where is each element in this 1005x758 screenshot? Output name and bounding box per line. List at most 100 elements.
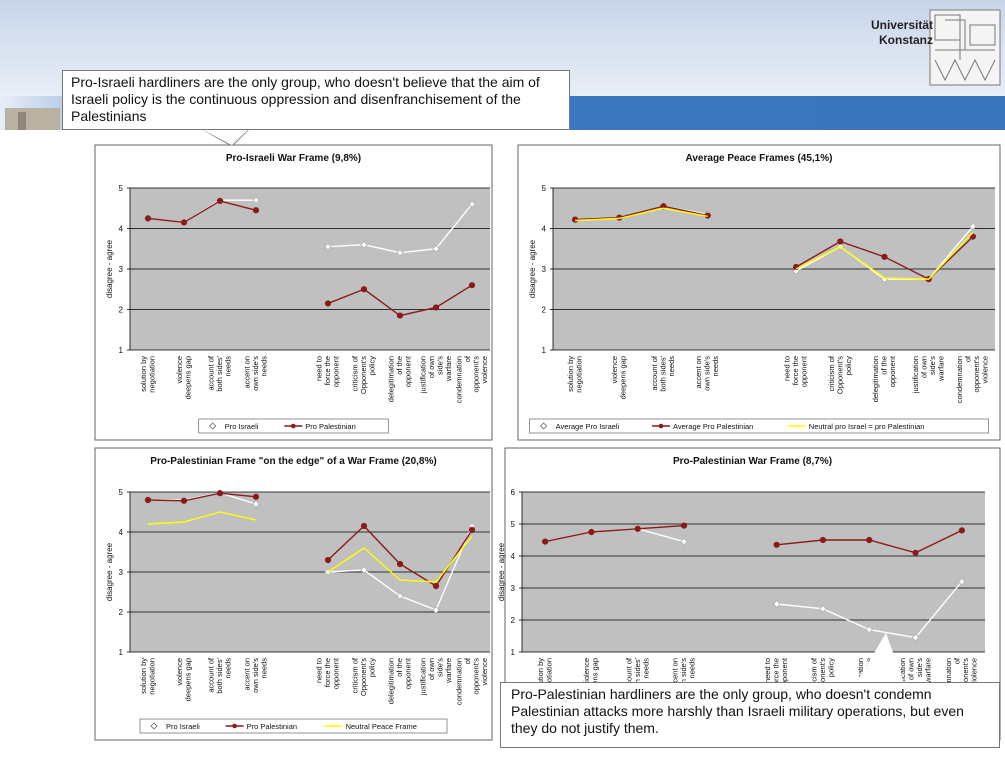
data-point — [396, 312, 404, 319]
x-tick-label: accent onown side'sneeds — [243, 356, 269, 391]
legend-swatch — [540, 422, 548, 430]
x-tick-label: account ofboth sides'needs — [207, 657, 233, 694]
x-tick-label: justificationof ownside'swarfare — [911, 356, 946, 394]
data-point — [542, 538, 549, 545]
x-tick-label: solution bynegotiation — [536, 658, 554, 695]
y-tick-label: 5 — [511, 520, 516, 529]
data-point — [912, 549, 919, 556]
data-point — [680, 522, 688, 529]
legend-swatch — [658, 423, 664, 429]
data-point — [396, 249, 404, 257]
y-tick-label: 3 — [542, 265, 547, 274]
x-tick-label: delegitimationof theopponent — [387, 657, 413, 704]
data-point — [396, 560, 404, 568]
data-point — [252, 500, 260, 508]
y-tick-label: 3 — [119, 568, 124, 577]
data-point — [969, 222, 977, 231]
legend-label: Pro Israeli — [225, 422, 259, 431]
legend-label: Pro Palestinian — [305, 422, 355, 431]
data-point — [634, 525, 641, 532]
chart-title: Average Peace Frames (45,1%) — [686, 153, 833, 164]
x-tick-label: need toforce theopponent — [315, 657, 341, 689]
x-tick-label: violencedeepens gap — [175, 658, 193, 701]
x-tick-label: delegitimationof theopponent — [387, 355, 413, 402]
x-tick-label: solution bynegotiation — [566, 356, 584, 393]
x-tick-label: accent onown side'sneeds — [243, 658, 269, 693]
plot-area — [522, 492, 985, 652]
y-tick-label: 4 — [119, 225, 124, 234]
y-axis-label: disagree - agree — [528, 239, 537, 298]
x-tick-label: accent onown side'sneeds — [671, 658, 697, 693]
data-point — [252, 207, 260, 214]
logo — [929, 9, 1001, 86]
y-tick-label: 2 — [119, 608, 124, 617]
y-tick-label: 4 — [119, 528, 124, 537]
university-name: Universität Konstanz — [871, 18, 933, 48]
y-tick-label: 5 — [542, 184, 547, 193]
data-point — [432, 582, 440, 590]
university-line: Konstanz — [879, 33, 933, 47]
x-tick-label: condemnationofopponent'sviolence — [454, 657, 489, 705]
data-point — [837, 238, 844, 245]
legend-swatch — [232, 723, 237, 729]
data-point — [360, 566, 368, 574]
header-photo-detail — [18, 112, 26, 130]
data-point — [680, 537, 688, 546]
header-photo — [5, 108, 60, 130]
chart-title: Pro-Palestinian Frame "on the edge" of a… — [150, 456, 436, 467]
x-tick-label: justificationof ownside'swarfare — [418, 356, 453, 394]
legend-label: Pro Palestinian — [247, 722, 297, 731]
x-tick-label: need toforce theopponent — [315, 355, 341, 387]
data-point — [324, 243, 332, 251]
data-point — [468, 200, 476, 208]
series-line — [575, 207, 974, 280]
y-tick-label: 3 — [511, 584, 516, 593]
y-axis-label: disagree - agree — [497, 542, 506, 601]
legend-swatch — [291, 423, 296, 429]
x-tick-label: account ofboth sides'needs — [207, 355, 233, 392]
x-tick-label: criticism ofOpponent'spolicy — [351, 657, 377, 696]
legend-swatch — [150, 722, 158, 730]
legend — [529, 418, 989, 434]
chart-title: Pro-Palestinian War Frame (8,7%) — [673, 456, 832, 467]
x-tick-label: criticism ofOpponent'spolicy — [827, 355, 853, 394]
data-point — [572, 216, 579, 223]
data-point — [180, 219, 188, 226]
data-point — [958, 577, 966, 586]
x-tick-label: condemnationofopponent'sviolence — [454, 355, 489, 403]
data-point — [324, 300, 332, 307]
x-tick-label: condemnationofopponent'sviolence — [955, 355, 990, 403]
legend-label: Average Pro Palestinian — [673, 422, 753, 431]
data-point — [881, 253, 888, 260]
x-tick-label: need toforce theopponent — [783, 355, 809, 387]
x-tick-label: violencedeepens gap — [582, 658, 600, 701]
data-point — [144, 496, 152, 504]
callout: Pro-Israeli hardliners are the only grou… — [62, 70, 570, 130]
y-tick-label: 1 — [119, 346, 124, 355]
data-point — [911, 633, 920, 642]
y-tick-label: 1 — [542, 346, 547, 355]
y-tick-label: 5 — [119, 184, 124, 193]
x-tick-label: violencedeepens gap — [175, 356, 193, 399]
data-point — [324, 556, 332, 564]
y-tick-label: 1 — [119, 648, 124, 657]
y-tick-label: 6 — [511, 488, 516, 497]
chart: Average Peace Frames (45,1%) 1 2 3 4 5 disagre… — [517, 144, 1001, 441]
data-point — [360, 241, 368, 249]
data-point — [969, 233, 977, 240]
x-tick-label: violencedeepens gap — [610, 356, 628, 399]
x-tick-label: accent onown side'sneeds — [694, 356, 720, 391]
university-line: Universität — [870, 18, 933, 32]
data-point — [216, 197, 224, 205]
x-tick-label: delegitimationof theopponent — [871, 355, 897, 402]
y-tick-label: 5 — [119, 488, 124, 497]
data-point — [396, 592, 404, 600]
callout: Pro-Palestinian hardliners are the only … — [500, 682, 1000, 748]
y-tick-label: 2 — [119, 306, 124, 315]
data-point — [432, 304, 440, 311]
legend-label: Average Pro Israeli — [556, 422, 620, 431]
data-point — [252, 493, 260, 500]
x-tick-label: condemnationofopponent'sviolence — [944, 657, 979, 705]
